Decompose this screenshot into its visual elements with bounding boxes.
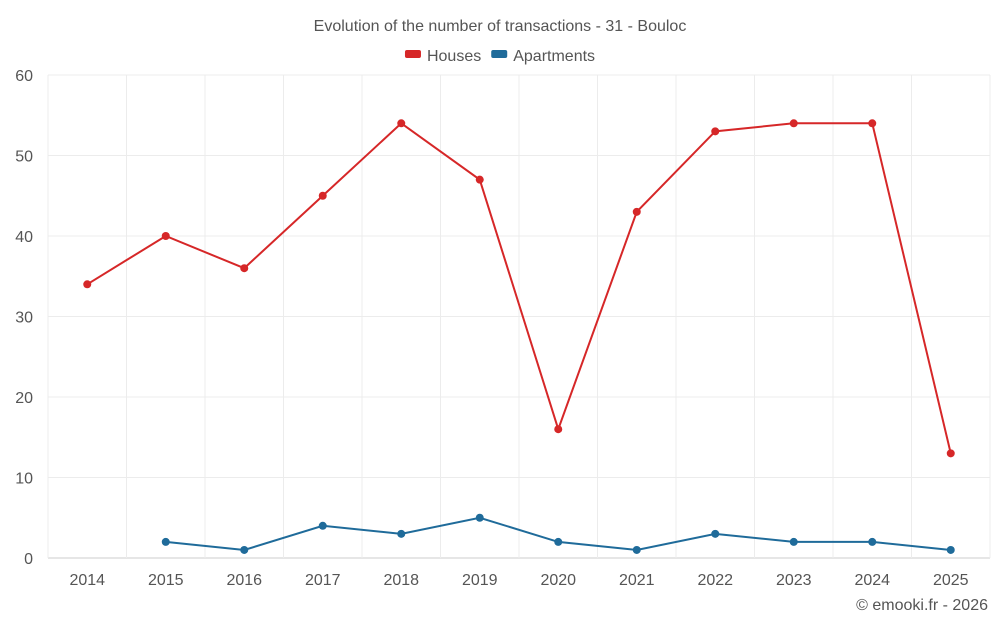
x-tick-label: 2023 — [776, 572, 812, 589]
data-point[interactable] — [83, 280, 92, 289]
x-tick-label: 2025 — [933, 572, 969, 589]
data-point[interactable] — [475, 175, 484, 184]
series-layer — [83, 119, 955, 554]
data-point[interactable] — [711, 127, 720, 136]
data-point[interactable] — [946, 545, 955, 554]
data-point[interactable] — [318, 521, 327, 530]
y-tick-label: 30 — [15, 310, 33, 327]
y-tick-label: 10 — [15, 471, 33, 488]
x-tick-label: 2017 — [305, 572, 341, 589]
x-tick-label: 2016 — [226, 572, 262, 589]
data-point[interactable] — [632, 207, 641, 216]
x-tick-label: 2018 — [383, 572, 419, 589]
data-point[interactable] — [318, 191, 327, 200]
data-point[interactable] — [868, 537, 877, 546]
data-point[interactable] — [632, 545, 641, 554]
data-point[interactable] — [789, 119, 798, 128]
legend-swatch — [491, 50, 508, 58]
data-point[interactable] — [946, 449, 955, 458]
y-tick-label: 60 — [15, 68, 33, 85]
y-axis: 0 10 20 30 40 50 60 — [15, 68, 33, 568]
gridlines — [47, 74, 991, 559]
data-point[interactable] — [161, 232, 170, 240]
series-houses — [83, 119, 955, 458]
x-axis: 2014 2015 2016 2017 2018 2019 2020 2021 2022 2023… — [69, 572, 968, 589]
x-tick-label: 2022 — [697, 572, 733, 589]
x-tick-label: 2015 — [148, 572, 184, 589]
y-tick-label: 40 — [15, 229, 33, 246]
credit-text: © emooki.fr - 2026 — [856, 597, 988, 614]
data-point[interactable] — [161, 537, 170, 546]
x-tick-label: 2024 — [854, 572, 890, 589]
legend: Houses Apartments — [404, 48, 595, 65]
chart-title: Evolution of the number of transactions … — [314, 18, 687, 35]
x-tick-label: 2019 — [462, 572, 498, 589]
data-point[interactable] — [397, 119, 406, 128]
data-point[interactable] — [554, 537, 563, 546]
data-point[interactable] — [475, 513, 484, 522]
legend-label[interactable]: Apartments — [513, 48, 595, 65]
data-point[interactable] — [397, 529, 406, 538]
data-point[interactable] — [240, 264, 249, 273]
y-tick-label: 50 — [15, 149, 33, 166]
data-point[interactable] — [240, 545, 249, 554]
x-tick-label: 2020 — [540, 572, 576, 589]
legend-swatch — [404, 50, 421, 58]
data-point[interactable] — [711, 529, 720, 538]
series-line — [86, 122, 952, 454]
data-point[interactable] — [868, 119, 877, 128]
data-point[interactable] — [554, 425, 563, 434]
legend-label[interactable]: Houses — [427, 48, 481, 65]
y-tick-label: 0 — [24, 551, 33, 568]
y-tick-label: 20 — [15, 390, 33, 407]
series-apartments — [161, 513, 955, 554]
x-tick-label: 2021 — [619, 572, 655, 589]
data-point[interactable] — [789, 537, 798, 546]
x-tick-label: 2014 — [69, 572, 105, 589]
